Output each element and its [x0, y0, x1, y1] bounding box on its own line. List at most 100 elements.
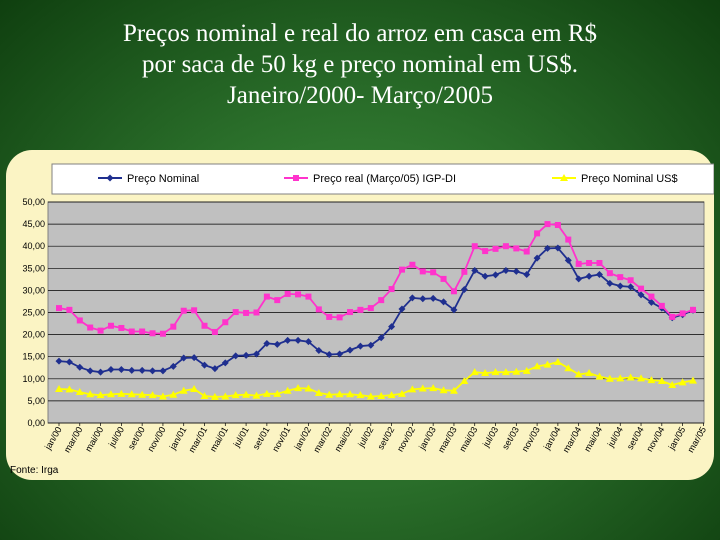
- data-point: [564, 256, 572, 264]
- data-point: [304, 338, 312, 346]
- data-point: [75, 388, 84, 396]
- legend-box: [51, 163, 714, 195]
- data-point: [326, 313, 333, 320]
- legend-swatch-marker: [293, 175, 299, 181]
- data-point: [127, 390, 136, 398]
- gridlines: [48, 201, 704, 424]
- data-point: [211, 328, 218, 335]
- data-point: [242, 351, 250, 359]
- y-tick-label: 45,00: [22, 219, 45, 229]
- data-point: [512, 267, 520, 275]
- series-triangle: [55, 358, 697, 400]
- data-point: [221, 392, 230, 400]
- data-point: [596, 259, 603, 266]
- data-point: [253, 309, 260, 316]
- data-point: [502, 243, 509, 250]
- data-point: [543, 244, 551, 252]
- data-point: [179, 386, 188, 394]
- data-point: [460, 377, 469, 385]
- data-point: [419, 295, 427, 303]
- data-point: [97, 327, 104, 334]
- data-point: [346, 346, 354, 354]
- data-point: [543, 360, 552, 368]
- data-point: [554, 244, 562, 252]
- data-point: [107, 366, 115, 374]
- title-line-3: Janeiro/2000- Março/2005: [227, 82, 493, 109]
- x-tick-label: mar/05: [685, 425, 708, 454]
- data-point: [86, 390, 95, 398]
- data-point: [523, 270, 531, 278]
- legend-label: Preço real (Março/05) IGP-DI: [313, 173, 456, 185]
- data-point: [679, 310, 686, 317]
- data-point: [273, 389, 282, 397]
- data-point: [274, 297, 281, 304]
- data-point: [76, 363, 84, 371]
- data-point: [638, 285, 645, 292]
- data-point: [585, 369, 594, 377]
- data-point: [97, 368, 105, 376]
- data-point: [470, 368, 479, 376]
- data-point: [138, 366, 146, 374]
- data-point: [409, 261, 416, 268]
- data-point: [283, 386, 292, 394]
- data-point: [169, 390, 178, 398]
- data-point: [605, 374, 614, 382]
- data-point: [201, 361, 209, 369]
- data-point: [367, 341, 375, 349]
- data-point: [56, 305, 62, 312]
- data-point: [231, 391, 240, 399]
- y-tick-label: 15,00: [22, 352, 45, 362]
- data-point: [522, 366, 531, 374]
- data-point: [690, 306, 696, 313]
- y-tick-label: 30,00: [22, 285, 45, 295]
- data-point: [180, 307, 187, 314]
- x-tick-label: jul/00: [106, 425, 126, 449]
- data-point: [429, 384, 438, 392]
- data-point: [304, 384, 313, 392]
- data-point: [346, 390, 355, 398]
- data-point: [347, 309, 354, 316]
- data-point: [366, 392, 375, 400]
- data-point: [502, 267, 510, 275]
- x-tick-label: jan/01: [167, 425, 188, 452]
- data-point: [284, 336, 292, 344]
- x-tick-label: jan/03: [416, 425, 437, 452]
- data-point: [586, 259, 593, 266]
- legend-label: Preço Nominal US$: [581, 173, 678, 185]
- data-point: [252, 391, 261, 399]
- x-tick-label: mai/02: [333, 425, 355, 453]
- y-tick-label: 40,00: [22, 241, 45, 251]
- data-point: [86, 367, 94, 375]
- data-point: [501, 368, 510, 376]
- y-tick-label: 50,00: [22, 197, 45, 207]
- y-axis-ticks: 0,00 5,00 10,00 15,00 20,00 25,00 30,00 35,00 40…: [22, 197, 45, 428]
- data-point: [65, 385, 74, 393]
- data-point: [336, 350, 344, 358]
- data-point: [210, 392, 219, 400]
- data-point: [481, 272, 489, 280]
- data-point: [606, 279, 614, 287]
- x-tick-label: nov/04: [644, 425, 666, 453]
- data-point: [55, 357, 63, 365]
- data-point: [534, 230, 541, 237]
- title-line-2: por saca de 50 kg e preço nominal em US$…: [142, 51, 578, 78]
- x-tick-label: nov/02: [395, 425, 417, 453]
- x-tick-label: jul/04: [605, 425, 625, 449]
- data-point: [357, 306, 364, 313]
- data-point: [440, 275, 447, 282]
- x-tick-label: set/02: [375, 425, 396, 451]
- data-point: [637, 374, 646, 382]
- line-chart: 0,00 5,00 10,00 15,00 20,00 25,00 30,00 35,00 40…: [10, 163, 714, 476]
- data-point: [117, 389, 126, 397]
- data-point: [159, 330, 166, 337]
- series-square: [56, 221, 696, 337]
- legend-swatch-marker: [560, 174, 568, 181]
- data-point: [378, 297, 385, 304]
- series-diamond: [55, 244, 697, 376]
- data-point: [387, 391, 396, 399]
- data-point: [356, 342, 364, 350]
- data-point: [315, 306, 322, 313]
- data-point: [191, 307, 198, 314]
- legend-label: Preço Nominal: [127, 173, 199, 185]
- y-tick-label: 0,00: [27, 418, 45, 428]
